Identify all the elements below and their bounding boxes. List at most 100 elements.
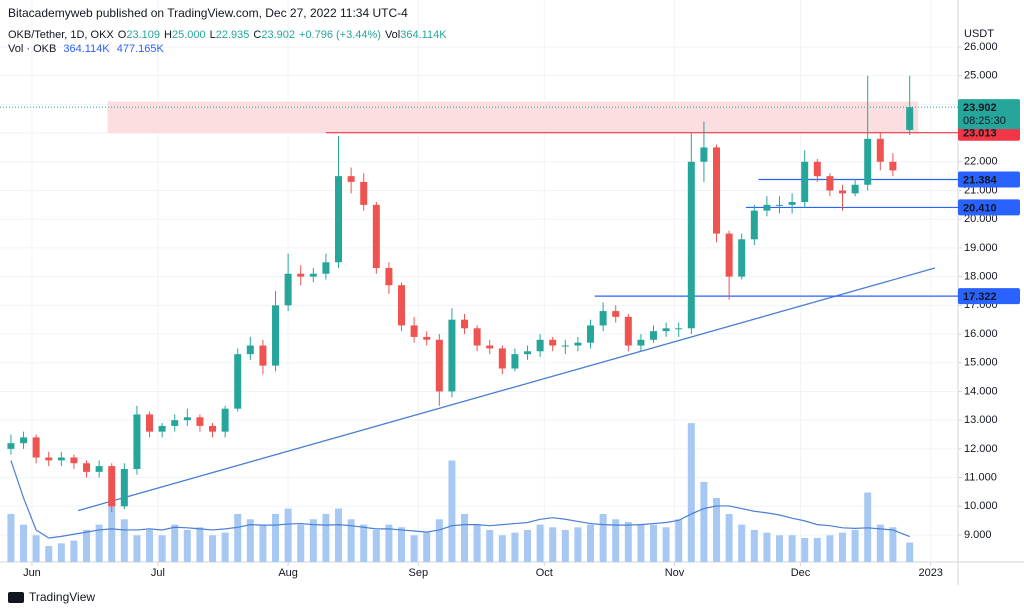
level-tag-label: 17.322 bbox=[963, 291, 997, 303]
candle-body bbox=[32, 437, 40, 458]
candle-body bbox=[524, 351, 532, 355]
volume-bar bbox=[750, 529, 758, 562]
candle-body bbox=[549, 339, 557, 346]
y-tick-label: 20.000 bbox=[964, 213, 998, 225]
x-tick-label: Aug bbox=[278, 567, 298, 579]
x-tick-label: 2023 bbox=[918, 567, 942, 579]
ohlc-key: C bbox=[253, 29, 262, 41]
candle-body bbox=[637, 339, 645, 346]
volume-bar bbox=[410, 535, 418, 562]
candle-body bbox=[297, 273, 305, 277]
candle-body bbox=[7, 443, 15, 449]
volume-bar bbox=[662, 527, 670, 562]
volume-bar bbox=[738, 524, 746, 562]
volume-bar bbox=[133, 535, 141, 562]
volume-bar bbox=[776, 535, 784, 562]
candle-body bbox=[713, 147, 721, 234]
y-tick-label: 12.000 bbox=[964, 443, 998, 455]
level-tag-label: 23.013 bbox=[963, 128, 997, 140]
candle-body bbox=[612, 311, 620, 317]
candle-body bbox=[587, 325, 595, 343]
volume-name: Vol · OKB bbox=[8, 43, 57, 55]
volume-bar bbox=[7, 513, 15, 562]
volume-value: 364.114K bbox=[63, 43, 110, 55]
x-tick-label: Oct bbox=[536, 567, 553, 579]
candle-body bbox=[738, 239, 746, 277]
ohlc-key: L bbox=[209, 29, 216, 41]
volume-bar bbox=[599, 513, 607, 562]
y-tick-label: 13.000 bbox=[964, 414, 998, 426]
candle-body bbox=[498, 348, 506, 369]
candle-body bbox=[561, 345, 569, 347]
candle-body bbox=[108, 466, 116, 507]
candle-body bbox=[398, 285, 406, 326]
candle-body bbox=[347, 176, 355, 182]
candle-body bbox=[876, 138, 884, 162]
x-tick-label: Nov bbox=[665, 567, 685, 579]
volume-bar bbox=[574, 527, 582, 562]
level-tag bbox=[958, 288, 1020, 305]
volume-bar bbox=[826, 535, 834, 562]
volume-bar bbox=[272, 513, 280, 562]
volume-bar bbox=[322, 513, 330, 562]
candle-body bbox=[183, 417, 191, 421]
level-tag bbox=[958, 199, 1020, 216]
volume-bar bbox=[372, 529, 380, 562]
y-tick-label: 26.000 bbox=[964, 41, 998, 53]
y-tick-label: 10.000 bbox=[964, 500, 998, 512]
volume-bar bbox=[788, 535, 796, 562]
candle-body bbox=[83, 463, 91, 472]
volume-bar bbox=[259, 524, 267, 562]
volume-bar bbox=[146, 529, 154, 562]
volume-bar bbox=[83, 529, 91, 562]
level-tag-label: 20.410 bbox=[963, 202, 997, 214]
volume-bar bbox=[763, 532, 771, 562]
candle-body bbox=[574, 342, 582, 346]
volume-legend: Vol · OKB 364.114K 477.165K bbox=[8, 43, 168, 55]
candle-body bbox=[322, 262, 330, 274]
volume-bar bbox=[839, 532, 847, 562]
volume-bar bbox=[171, 524, 179, 562]
x-tick-label: Dec bbox=[791, 567, 811, 579]
y-tick-label: 11.000 bbox=[964, 471, 997, 483]
y-tick-label: 16.000 bbox=[964, 328, 998, 340]
published: Bitacademyweb published on TradingView.c… bbox=[8, 6, 408, 20]
volume-bar bbox=[234, 513, 242, 562]
candle-body bbox=[272, 305, 280, 366]
ohlc-value: 25.000 bbox=[171, 29, 206, 41]
grid bbox=[0, 0, 958, 562]
ohlc-value: 23.109 bbox=[126, 29, 160, 41]
candle-body bbox=[360, 181, 368, 205]
candle-body bbox=[410, 325, 418, 337]
candle-body bbox=[57, 457, 65, 461]
ohlc-value: 22.935 bbox=[215, 29, 250, 41]
candle-body bbox=[45, 457, 53, 461]
candle-body bbox=[448, 319, 456, 392]
candle-body bbox=[259, 345, 267, 366]
volume-bar bbox=[473, 524, 481, 562]
volume-bar bbox=[32, 535, 40, 562]
y-tick-label: 14.000 bbox=[964, 385, 998, 397]
candle-body bbox=[473, 328, 481, 346]
candle-body bbox=[120, 468, 128, 507]
candle-body bbox=[246, 345, 254, 355]
volume-bar bbox=[889, 527, 897, 562]
volume-bar bbox=[461, 513, 469, 562]
candle-body bbox=[801, 161, 809, 202]
volume-bar bbox=[209, 535, 217, 562]
candle-body bbox=[864, 138, 872, 185]
volume-bar bbox=[221, 532, 229, 562]
volume-bar bbox=[297, 524, 305, 562]
candle-body bbox=[725, 233, 733, 277]
candle-body bbox=[95, 466, 103, 472]
candle-body bbox=[461, 319, 469, 329]
volume-bar bbox=[108, 497, 116, 562]
candle-body bbox=[650, 331, 658, 340]
volume-bar bbox=[801, 537, 809, 562]
y-tick-label: 25.000 bbox=[964, 70, 998, 82]
volume-bar bbox=[906, 542, 914, 562]
volume-ma-value: 477.165K bbox=[116, 43, 164, 55]
volume-bar bbox=[335, 508, 343, 562]
volume-bar bbox=[713, 497, 721, 562]
countdown: 08:25:30 bbox=[963, 115, 1006, 127]
